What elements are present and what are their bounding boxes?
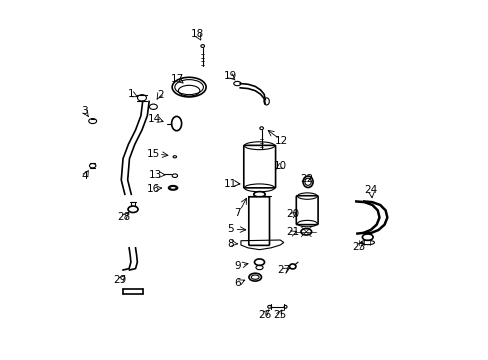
Text: 8: 8 xyxy=(227,239,234,249)
Text: 24: 24 xyxy=(364,185,377,195)
Text: 29: 29 xyxy=(113,275,126,285)
Text: 7: 7 xyxy=(234,208,240,218)
Text: 25: 25 xyxy=(272,310,285,320)
Ellipse shape xyxy=(289,264,295,269)
Text: 22: 22 xyxy=(300,174,313,184)
Text: 12: 12 xyxy=(274,136,288,146)
Ellipse shape xyxy=(172,77,205,97)
Text: 6: 6 xyxy=(234,278,240,288)
Text: 11: 11 xyxy=(223,179,236,189)
Text: 14: 14 xyxy=(147,113,161,123)
Text: 13: 13 xyxy=(149,170,162,180)
Text: 4: 4 xyxy=(81,171,88,181)
Ellipse shape xyxy=(284,305,286,308)
Ellipse shape xyxy=(201,45,204,48)
Text: 28: 28 xyxy=(117,212,130,222)
Text: 10: 10 xyxy=(273,161,286,171)
FancyBboxPatch shape xyxy=(296,196,317,225)
Text: 17: 17 xyxy=(171,74,184,84)
FancyBboxPatch shape xyxy=(244,145,275,188)
Text: 27: 27 xyxy=(277,265,290,275)
Text: 20: 20 xyxy=(286,209,299,219)
Text: 26: 26 xyxy=(258,310,271,320)
Text: 21: 21 xyxy=(285,227,299,237)
Text: 15: 15 xyxy=(146,149,160,159)
Text: 9: 9 xyxy=(234,261,241,271)
Text: 3: 3 xyxy=(81,107,88,116)
Text: 16: 16 xyxy=(146,184,160,194)
Ellipse shape xyxy=(259,127,263,130)
Text: 1: 1 xyxy=(128,89,134,99)
Text: 2: 2 xyxy=(157,90,163,100)
Text: 18: 18 xyxy=(190,29,203,39)
Text: 5: 5 xyxy=(226,224,233,234)
Ellipse shape xyxy=(254,259,264,265)
Ellipse shape xyxy=(253,192,264,197)
Text: 19: 19 xyxy=(224,71,237,81)
Text: 23: 23 xyxy=(351,242,365,252)
FancyBboxPatch shape xyxy=(248,197,269,246)
